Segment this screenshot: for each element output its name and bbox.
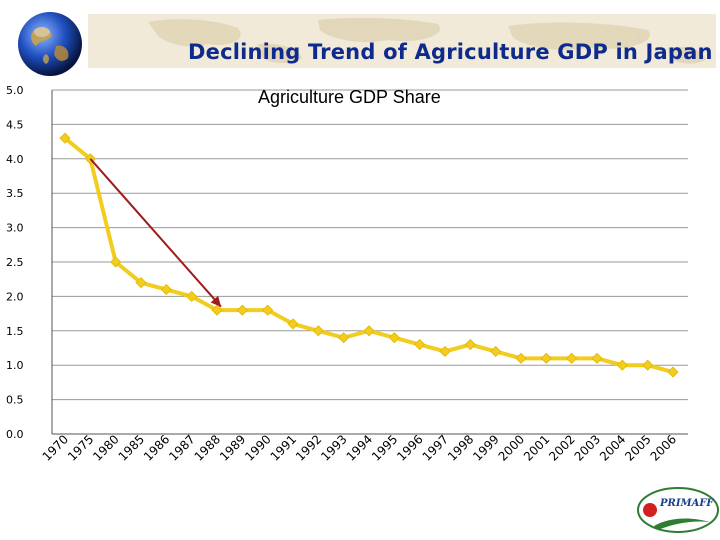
data-point xyxy=(262,304,274,316)
x-tick-label: 1995 xyxy=(369,432,400,463)
y-tick-label: 4.5 xyxy=(6,118,24,131)
x-tick-label: 2005 xyxy=(622,432,653,463)
data-point xyxy=(160,283,172,296)
x-tick-label: 1970 xyxy=(40,432,71,463)
world-map-background xyxy=(148,17,706,64)
data-point xyxy=(566,352,578,364)
data-point xyxy=(490,345,502,358)
data-point xyxy=(616,359,628,371)
x-tick-label: 2006 xyxy=(648,432,679,463)
y-tick-label: 2.5 xyxy=(6,256,24,269)
series-line xyxy=(63,136,674,375)
data-point xyxy=(236,304,248,316)
data-point xyxy=(211,304,223,316)
data-point xyxy=(363,325,375,337)
data-point xyxy=(59,132,71,144)
data-point xyxy=(515,352,527,364)
x-tick-label: 1991 xyxy=(268,432,299,463)
y-tick-label: 3.5 xyxy=(6,187,24,200)
y-tick-label: 4.0 xyxy=(6,153,24,166)
data-point xyxy=(186,290,198,302)
x-tick-label: 1994 xyxy=(344,432,375,463)
x-tick-label: 2001 xyxy=(521,432,552,463)
x-tick-label: 2002 xyxy=(546,432,577,463)
x-tick-label: 2004 xyxy=(597,432,628,463)
data-point xyxy=(414,338,426,351)
data-point xyxy=(388,332,400,344)
y-tick-label: 0.5 xyxy=(6,394,24,407)
y-tick-label: 5.0 xyxy=(6,84,24,97)
y-tick-label: 2.0 xyxy=(6,290,24,303)
x-tick-label: 1990 xyxy=(242,432,273,463)
x-tick-label: 1987 xyxy=(166,432,197,463)
x-tick-label: 1993 xyxy=(318,432,349,463)
x-tick-label: 1980 xyxy=(90,432,121,463)
data-point xyxy=(110,256,122,268)
globe-icon xyxy=(18,12,82,76)
y-tick-label: 1.5 xyxy=(6,325,24,338)
data-point xyxy=(540,352,552,364)
page-title: Declining Trend of Agriculture GDP in Ja… xyxy=(188,40,713,64)
data-point xyxy=(312,325,324,337)
x-tick-label: 1988 xyxy=(192,432,223,463)
primaff-logo xyxy=(637,487,719,533)
data-point xyxy=(135,277,147,289)
y-tick-label: 3.0 xyxy=(6,222,24,235)
chart-title: Agriculture GDP Share xyxy=(258,87,441,107)
x-tick-label: 1997 xyxy=(420,432,451,463)
x-tick-label: 1989 xyxy=(217,432,248,463)
x-tick-label: 1996 xyxy=(394,432,425,463)
x-tick-label: 1985 xyxy=(116,432,147,463)
data-point xyxy=(642,359,654,371)
logo-text: PRIMAFF xyxy=(660,498,714,509)
y-tick-label: 1.0 xyxy=(6,359,24,372)
data-point xyxy=(439,345,451,358)
header-banner: Declining Trend of Agriculture GDP in Ja… xyxy=(88,14,716,68)
data-point xyxy=(338,332,350,344)
data-point xyxy=(287,318,299,330)
trend-arrow-head xyxy=(210,295,221,307)
x-tick-label: 2003 xyxy=(572,432,603,463)
y-tick-label: 0.0 xyxy=(6,428,24,441)
trend-arrow-line xyxy=(89,158,222,308)
data-point xyxy=(591,352,603,364)
x-tick-label: 1992 xyxy=(293,432,324,463)
data-point xyxy=(667,366,679,378)
data-point xyxy=(464,338,476,351)
x-tick-label: 1999 xyxy=(470,432,501,463)
x-tick-label: 1986 xyxy=(141,432,172,463)
x-tick-label: 2000 xyxy=(496,432,527,463)
x-tick-label: 1998 xyxy=(445,432,476,463)
x-tick-label: 1975 xyxy=(65,432,96,463)
